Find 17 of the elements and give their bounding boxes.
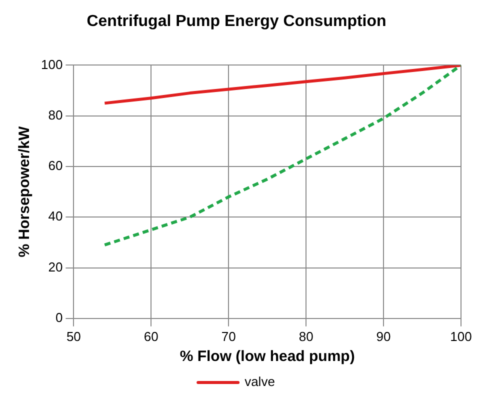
x-tick-label: 70 [221,328,236,344]
line-series [103,65,461,246]
y-tick-label: 100 [40,56,63,72]
x-tick-label: 80 [298,328,314,344]
y-tick-label: 80 [48,107,63,122]
x-tick-label: 100 [450,328,472,344]
x-tick-label: 60 [144,328,158,344]
legend-label: valve [244,374,275,390]
x-axis-title: % Flow (low head pump) [180,348,355,366]
y-tick-label: 40 [48,208,63,224]
chart-title: Centrifugal Pump Energy Consumption [86,13,386,30]
x-tick-label: 90 [376,328,391,344]
y-tick-label: 60 [48,158,63,174]
y-axis-title: % Horsepower/kW [16,126,34,258]
x-tick-label: 50 [66,328,81,344]
y-tick-label: 20 [48,259,63,274]
y-tick-label: 0 [55,310,63,325]
